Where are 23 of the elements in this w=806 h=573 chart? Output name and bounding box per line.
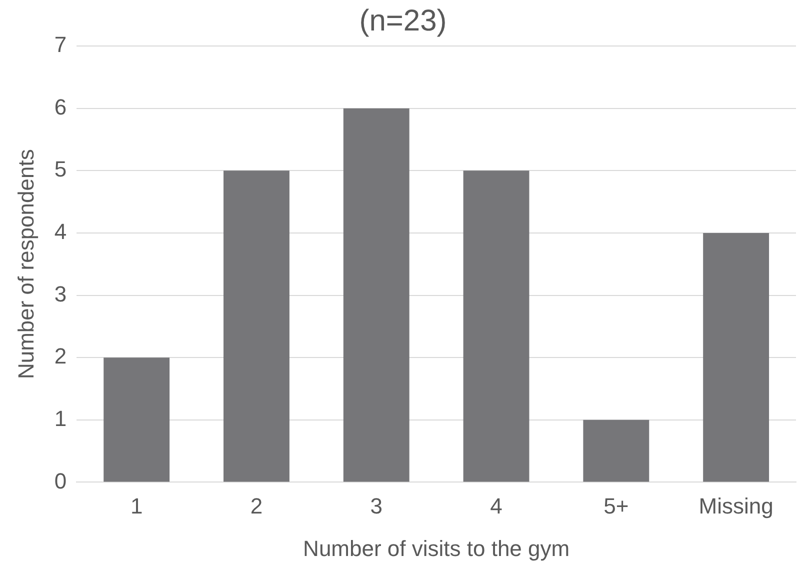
y-tick-label: 4 [54,219,67,244]
y-tick-label: 3 [54,281,67,306]
y-tick-label: 0 [54,468,67,494]
x-tick-label: 1 [130,493,143,518]
x-axis-title: Number of visits to the gym [303,536,570,561]
y-axis-title: Number of respondents [13,149,38,380]
chart-title: (n=23) [359,4,447,38]
y-tick-label: 1 [54,406,67,431]
bar [104,358,170,482]
y-tick-label: 6 [54,94,67,120]
y-tick-label: 5 [54,156,67,182]
x-tick-label: 3 [370,493,382,518]
bar [463,170,530,482]
x-tick-label: 4 [490,493,502,518]
y-tick-label: 2 [54,344,67,369]
y-tick-label: 7 [54,32,67,58]
x-tick-label: 5+ [604,493,629,518]
bar [224,170,290,482]
bar [343,108,410,482]
x-tick-label: Missing [698,493,774,518]
bar [703,232,770,482]
x-tick-label: 2 [250,493,263,518]
bar [583,420,650,482]
